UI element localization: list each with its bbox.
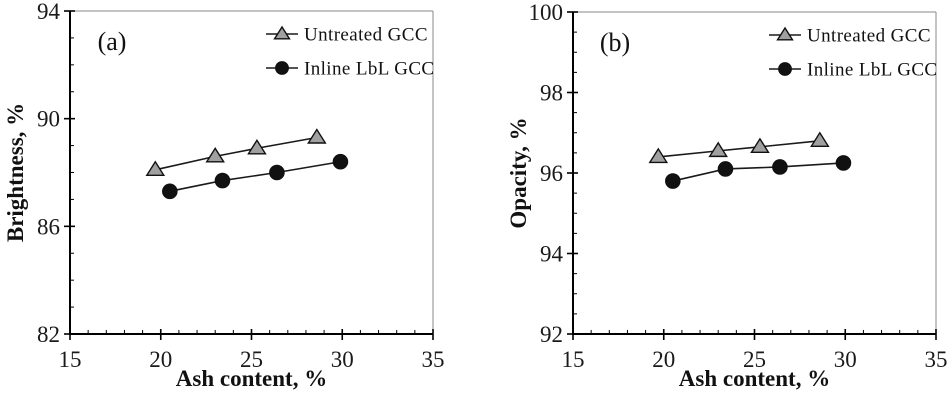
y-tick-label: 92	[540, 322, 563, 347]
data-point-circle-marker	[162, 183, 178, 200]
chart-panel-a: 15 20 25 30 35 82 86 90 94 Ash content, % Brightne…	[3, 0, 445, 391]
x-tick-label: 30	[834, 347, 857, 372]
legend-label: Inline LbL GCC	[304, 59, 435, 80]
legend: Untreated GCC Inline LbL GCC	[769, 26, 938, 81]
series-line-untreated-gcc	[155, 136, 317, 171]
data-point-circle-marker	[835, 155, 852, 171]
chart-panel-b: 15 20 25 30 35 92 94 96 98 100 Ash content, % Opaci…	[506, 0, 947, 391]
legend-label: Untreated GCC	[807, 26, 931, 47]
x-tick-label: 25	[240, 347, 263, 372]
data-point-triangle-marker	[750, 137, 770, 154]
data-point-triangle-marker	[205, 147, 225, 163]
data-point-circle-marker	[772, 159, 788, 175]
x-tick-label: 30	[331, 347, 354, 372]
data-point-triangle-marker	[648, 147, 669, 164]
legend-item-inline-lbl-gcc: Inline LbL GCC	[266, 59, 435, 80]
x-tick-label: 35	[422, 347, 445, 372]
data-point-triangle-marker	[810, 131, 830, 147]
data-point-circle-marker	[269, 164, 285, 181]
legend: Untreated GCC Inline LbL GCC	[266, 25, 435, 80]
panel-label: (a)	[98, 27, 127, 56]
series-line-inline-lbl-gcc	[169, 160, 341, 193]
legend-item-untreated-gcc: Untreated GCC	[769, 26, 931, 47]
series-line-inline-lbl-gcc	[672, 162, 844, 182]
data-point-circle-marker	[332, 153, 349, 170]
legend-circle-marker	[778, 62, 792, 76]
y-tick-label: 96	[540, 161, 563, 186]
x-tick-label: 35	[925, 347, 947, 372]
x-tick-label: 15	[562, 347, 585, 372]
y-tick-label: 98	[540, 81, 563, 106]
data-point-triangle-marker	[247, 138, 267, 155]
x-axis-title: Ash content, %	[176, 366, 327, 391]
y-axis-title: Brightness, %	[3, 103, 28, 242]
data-point-triangle-marker	[145, 160, 166, 177]
y-axis-title: Opacity, %	[506, 117, 531, 228]
y-tick-label: 90	[37, 107, 60, 132]
x-tick-label: 20	[652, 347, 675, 372]
series-line-untreated-gcc	[658, 140, 820, 158]
legend-item-inline-lbl-gcc: Inline LbL GCC	[769, 60, 938, 81]
legend-circle-marker	[275, 61, 289, 75]
legend-triangle-marker	[776, 26, 794, 41]
y-tick-label: 94	[37, 0, 61, 24]
legend-label: Untreated GCC	[304, 25, 428, 46]
x-tick-label: 20	[149, 347, 172, 372]
panel-label: (b)	[600, 28, 630, 57]
x-axis-title: Ash content, %	[679, 366, 830, 391]
x-tick-label: 25	[743, 347, 766, 372]
data-point-triangle-marker	[307, 128, 327, 144]
data-point-circle-marker	[717, 161, 734, 177]
data-point-circle-marker	[665, 173, 681, 189]
data-point-triangle-marker	[708, 141, 728, 158]
y-tick-label: 86	[37, 214, 60, 239]
legend-item-untreated-gcc: Untreated GCC	[266, 25, 428, 46]
legend-triangle-marker	[273, 25, 291, 40]
y-tick-label: 94	[540, 242, 564, 267]
y-tick-label: 82	[37, 322, 60, 347]
y-tick-label: 100	[529, 0, 564, 25]
data-point-circle-marker	[214, 172, 231, 189]
x-tick-label: 15	[59, 347, 82, 372]
legend-label: Inline LbL GCC	[807, 60, 938, 81]
